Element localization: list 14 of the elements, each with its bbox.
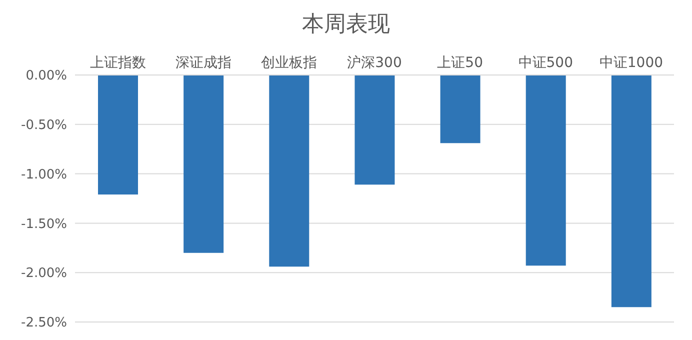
y-tick-label: 0.00% xyxy=(26,68,67,84)
y-tick-label: -2.50% xyxy=(21,316,67,331)
y-tick-label: -1.50% xyxy=(21,216,67,232)
x-tick-label: 创业板指 xyxy=(260,55,317,71)
x-tick-label: 上证50 xyxy=(437,55,483,71)
y-tick-label: -2.00% xyxy=(21,266,67,282)
x-tick-label: 沪深300 xyxy=(347,55,402,71)
x-tick-label: 深证成指 xyxy=(175,55,232,71)
x-tick-label: 中证1000 xyxy=(599,55,664,71)
y-tick-label: -0.50% xyxy=(21,118,67,134)
x-tick-label: 上证指数 xyxy=(90,55,146,71)
chart-title: 本周表现 xyxy=(301,11,391,39)
y-tick-label: -1.00% xyxy=(21,167,67,182)
x-tick-label: 中证500 xyxy=(518,55,574,71)
